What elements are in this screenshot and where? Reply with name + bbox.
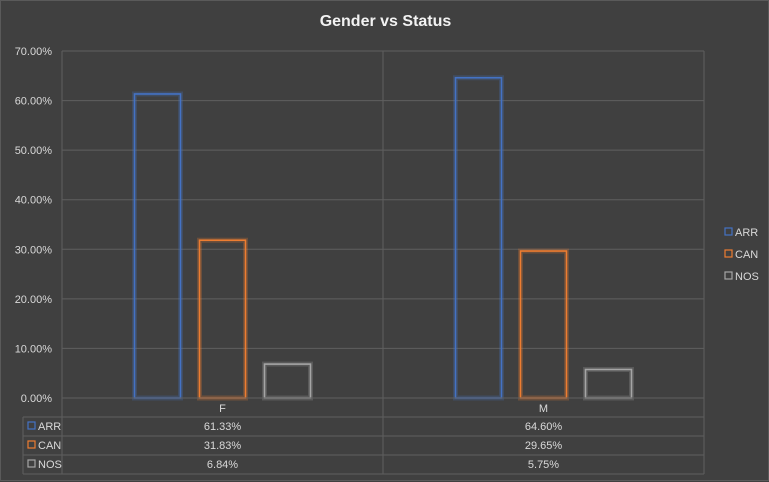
y-tick-label: 0.00% — [21, 393, 52, 405]
data-label: 5.75% — [528, 459, 559, 471]
x-tick-label: F — [219, 403, 226, 415]
bar-glow — [132, 91, 183, 401]
bar-arr-f — [133, 93, 182, 399]
y-tick-label: 10.00% — [15, 343, 53, 355]
bar-can-f — [198, 239, 247, 399]
table-series-label: CAN — [38, 440, 61, 452]
bar-nos-m — [584, 368, 633, 399]
bar-glow — [197, 237, 248, 401]
data-label: 6.84% — [207, 459, 238, 471]
bar-glow — [262, 361, 313, 401]
bar-glow — [453, 75, 504, 401]
bar-glow — [518, 248, 569, 401]
table-series-label: NOS — [38, 459, 62, 471]
y-tick-label: 40.00% — [15, 195, 53, 207]
table-legend-key-arr — [27, 421, 36, 430]
table-legend-key-nos — [27, 459, 36, 468]
table-series-label: ARR — [38, 421, 61, 433]
legend-label: NOS — [735, 271, 759, 283]
bar-arr-m — [454, 76, 503, 399]
data-label: 61.33% — [204, 421, 242, 433]
y-tick-label: 50.00% — [15, 145, 53, 157]
y-tick-label: 30.00% — [15, 244, 53, 256]
y-tick-label: 60.00% — [15, 96, 53, 108]
data-label: 64.60% — [525, 421, 563, 433]
chart-title: Gender vs Status — [319, 13, 452, 30]
legend-key-arr — [724, 227, 733, 236]
data-label: 29.65% — [525, 440, 563, 452]
x-tick-label: M — [539, 403, 548, 415]
legend-key-nos — [724, 271, 733, 280]
legend-label: CAN — [735, 249, 758, 261]
data-label: 31.83% — [204, 440, 242, 452]
table-legend-key-can — [27, 440, 36, 449]
bar-nos-f — [263, 363, 312, 399]
y-tick-label: 20.00% — [15, 294, 53, 306]
legend-key-can — [724, 249, 733, 258]
bar-can-m — [519, 250, 568, 399]
y-tick-label: 70.00% — [15, 46, 53, 58]
legend-label: ARR — [735, 227, 758, 239]
bar-glow — [583, 366, 634, 401]
